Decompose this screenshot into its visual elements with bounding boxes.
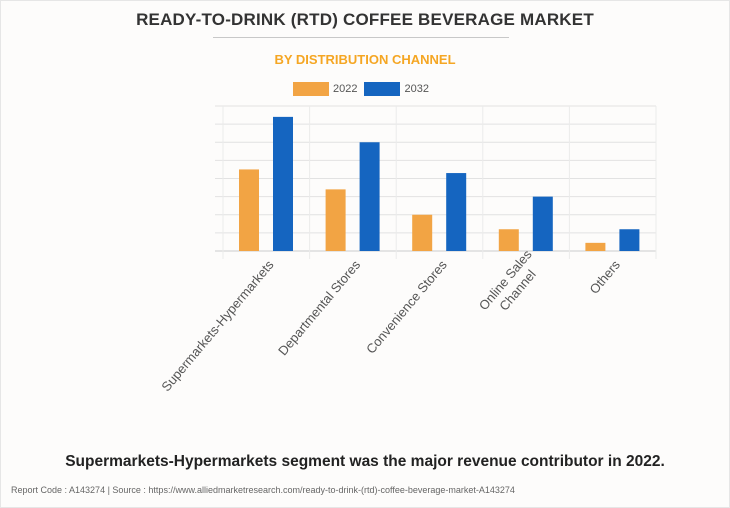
bar-2032-online-sales-channel[interactable] <box>532 196 553 251</box>
x-tick-label-line: Convenience Stores <box>363 257 450 357</box>
bar-2022-departmental-stores[interactable] <box>325 189 346 251</box>
x-tick-label-line: Departmental Stores <box>275 257 363 358</box>
insight-text: Supermarkets-Hypermarkets segment was th… <box>65 453 665 470</box>
footer-source: Report Code : A143274 | Source : https:/… <box>11 485 515 495</box>
legend-label-2032: 2032 <box>404 83 429 95</box>
chart-subtitle: BY DISTRIBUTION CHANNEL <box>274 52 456 67</box>
bar-2032-convenience-stores[interactable] <box>446 173 467 251</box>
bar-2022-supermarkets-hypermarkets[interactable] <box>239 169 259 251</box>
chart-title: READY-TO-DRINK (RTD) COFFEE BEVERAGE MAR… <box>136 10 594 29</box>
legend-item-2022[interactable]: 2022 <box>293 82 357 96</box>
bar-2022-online-sales-channel[interactable] <box>498 229 519 251</box>
title-divider <box>213 37 509 38</box>
x-tick-label: Convenience Stores <box>363 257 450 357</box>
bar-2032-supermarkets-hypermarkets[interactable] <box>273 116 293 251</box>
bar-2022-others[interactable] <box>585 242 606 251</box>
x-tick-label: Departmental Stores <box>275 257 363 358</box>
x-tick-label-line: Supermarkets-Hypermarkets <box>158 257 277 394</box>
x-tick-label-line: Others <box>586 257 623 297</box>
legend: 2022 2032 <box>293 81 436 97</box>
bar-2022-convenience-stores[interactable] <box>412 214 433 251</box>
bar-2032-others[interactable] <box>619 229 640 251</box>
x-tick-label: Supermarkets-Hypermarkets <box>158 257 277 394</box>
legend-label-2022: 2022 <box>333 83 358 95</box>
legend-swatch-2032 <box>364 82 401 96</box>
x-tick-label: Others <box>586 257 623 297</box>
x-tick-label: Online SalesChannel <box>476 247 547 324</box>
bar-2032-departmental-stores[interactable] <box>359 142 380 251</box>
legend-swatch-2022 <box>293 82 329 96</box>
legend-item-2032[interactable]: 2032 <box>364 82 429 96</box>
